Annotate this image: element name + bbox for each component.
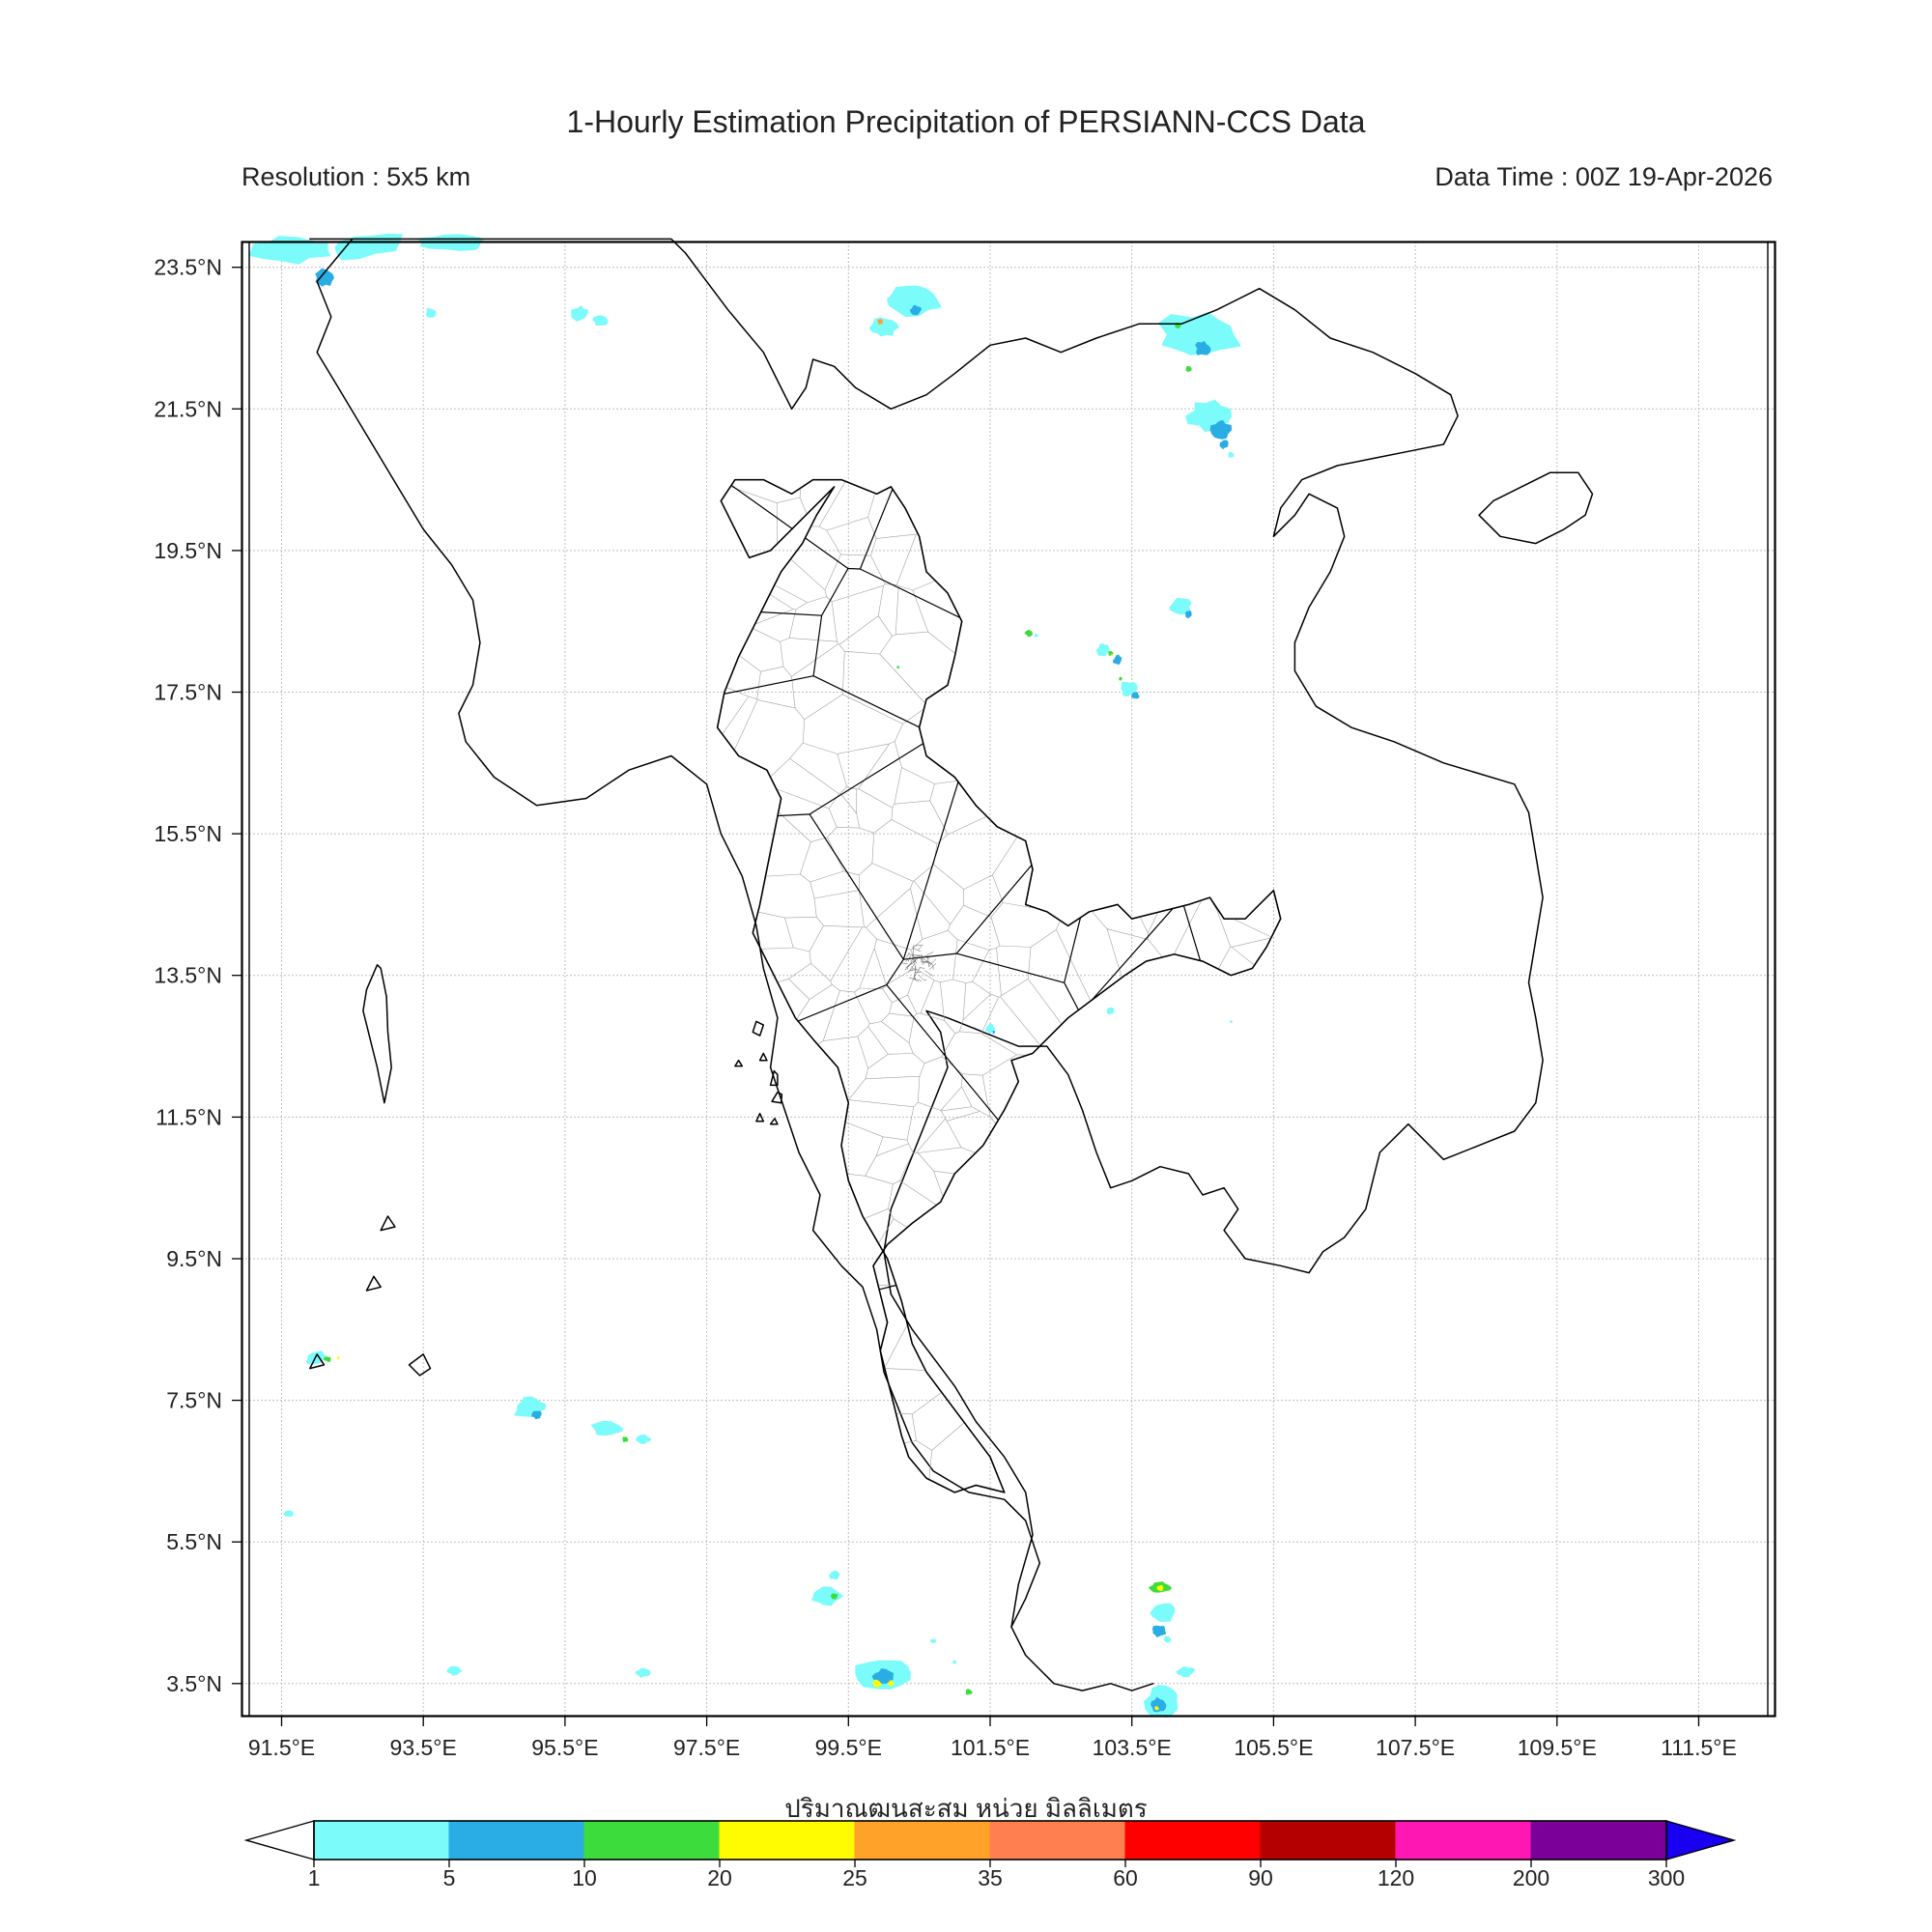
svg-text:109.5°E: 109.5°E	[1518, 1735, 1597, 1760]
svg-text:95.5°E: 95.5°E	[531, 1735, 598, 1760]
svg-text:7.5°N: 7.5°N	[166, 1388, 222, 1413]
svg-text:107.5°E: 107.5°E	[1376, 1735, 1455, 1760]
svg-text:19.5°N: 19.5°N	[154, 538, 222, 563]
svg-text:101.5°E: 101.5°E	[951, 1735, 1030, 1760]
svg-text:97.5°E: 97.5°E	[673, 1735, 740, 1760]
svg-text:103.5°E: 103.5°E	[1093, 1735, 1172, 1760]
svg-text:17.5°N: 17.5°N	[154, 680, 222, 705]
svg-text:11.5°N: 11.5°N	[156, 1104, 222, 1129]
svg-text:93.5°E: 93.5°E	[390, 1735, 457, 1760]
svg-text:21.5°N: 21.5°N	[154, 396, 222, 421]
svg-text:15.5°N: 15.5°N	[154, 821, 222, 846]
svg-text:99.5°E: 99.5°E	[815, 1735, 882, 1760]
svg-text:23.5°N: 23.5°N	[154, 255, 222, 280]
svg-text:13.5°N: 13.5°N	[154, 963, 222, 988]
svg-text:91.5°E: 91.5°E	[248, 1735, 315, 1760]
svg-text:5.5°N: 5.5°N	[166, 1529, 222, 1554]
svg-text:3.5°N: 3.5°N	[166, 1671, 222, 1696]
svg-text:111.5°E: 111.5°E	[1661, 1735, 1737, 1760]
svg-text:9.5°N: 9.5°N	[166, 1246, 222, 1271]
svg-text:105.5°E: 105.5°E	[1234, 1735, 1313, 1760]
